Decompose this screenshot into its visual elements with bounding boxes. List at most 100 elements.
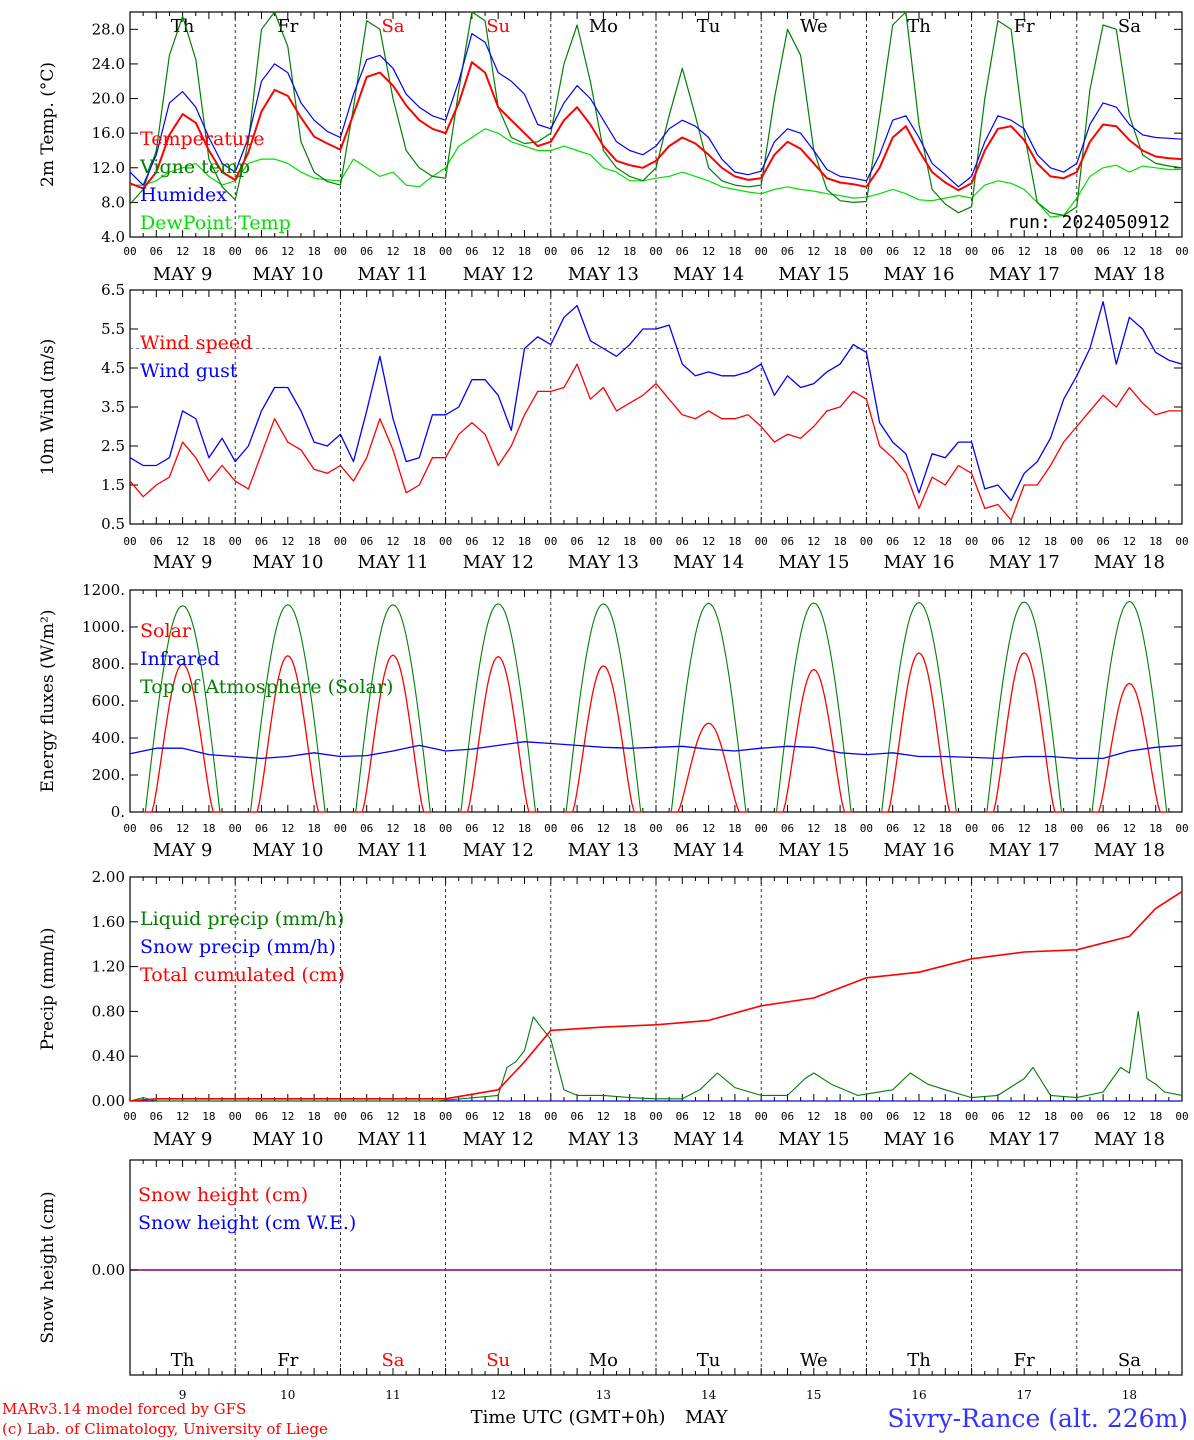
hour-tick-label: 00: [649, 822, 662, 835]
hour-tick-label: 12: [176, 245, 189, 258]
legend-entry: Liquid precip (mm/h): [140, 908, 344, 930]
series-line: [129, 32, 1183, 188]
panel-3: 0. 200. 400. 600. 800. 1000. 1200. Energy fluxe…: [38, 581, 1189, 861]
legend-entry: Total cumulated (cm): [140, 964, 345, 986]
date-label: MAY 10: [252, 840, 323, 861]
hour-tick-label: 12: [492, 1110, 505, 1123]
date-label: MAY 9: [153, 552, 213, 573]
hour-tick-label: 06: [360, 245, 373, 258]
hour-tick-label: 06: [991, 1110, 1004, 1123]
footer: MARv3.14 model forced by GFS (c) Lab. of …: [2, 1400, 1188, 1438]
y-tick-label: 0.00: [92, 1092, 125, 1110]
hour-tick-label: 06: [1096, 1110, 1109, 1123]
date-label: MAY 10: [252, 264, 323, 285]
hour-tick-label: 12: [597, 1110, 610, 1123]
y-tick-label: 28.0: [92, 20, 125, 38]
legend-entry: Infrared: [140, 648, 220, 670]
hour-tick-label: 00: [123, 245, 136, 258]
toa-solar-curve: [564, 603, 643, 813]
hour-tick-label: 00: [1070, 535, 1083, 548]
day-name-label: Tu: [697, 16, 721, 37]
date-label: MAY 12: [463, 1129, 534, 1150]
legend-entry: DewPoint Temp: [140, 212, 291, 234]
hour-tick-label: 18: [307, 1110, 320, 1123]
solar-curve: [774, 668, 854, 813]
hour-tick-label: 00: [334, 245, 347, 258]
date-label: MAY 17: [989, 264, 1060, 285]
date-label: MAY 15: [778, 1129, 849, 1150]
day-number-label: 14: [701, 1388, 717, 1402]
y-tick-label: 0.80: [92, 1002, 125, 1020]
hour-tick-label: 12: [912, 535, 925, 548]
date-label: MAY 14: [673, 1129, 744, 1150]
hour-tick-label: 00: [123, 822, 136, 835]
hour-tick-label: 12: [492, 535, 505, 548]
hour-tick-label: 18: [413, 535, 426, 548]
y-tick-label: 600.: [92, 692, 125, 710]
hour-tick-label: 12: [702, 1110, 715, 1123]
hour-tick-label: 18: [728, 245, 741, 258]
copyright-credit: (c) Lab. of Climatology, University of L…: [2, 1420, 328, 1438]
series-line: [129, 890, 1183, 1102]
series-line: [129, 301, 1183, 502]
y-tick-label: 0.00: [92, 1261, 125, 1279]
date-label: MAY 12: [463, 552, 534, 573]
date-label: MAY 15: [778, 552, 849, 573]
y-tick-label: 0.5: [101, 515, 125, 533]
hour-tick-label: 18: [518, 822, 531, 835]
hour-tick-label: 00: [965, 1110, 978, 1123]
day-name-label: Su: [486, 16, 510, 37]
date-label: MAY 11: [357, 840, 428, 861]
y-tick-label: 400.: [92, 729, 125, 747]
day-number-label: 12: [491, 1388, 506, 1402]
hour-tick-label: 18: [413, 245, 426, 258]
hour-tick-label: 18: [728, 822, 741, 835]
hour-tick-label: 06: [781, 535, 794, 548]
hour-tick-label: 06: [781, 1110, 794, 1123]
y-tick-label: 8.0: [101, 193, 125, 211]
hour-tick-label: 00: [860, 1110, 873, 1123]
hour-tick-label: 06: [255, 245, 268, 258]
date-label: MAY 11: [357, 264, 428, 285]
infrared-line: [129, 741, 1183, 760]
hour-tick-label: 12: [386, 822, 399, 835]
hour-tick-label: 18: [728, 535, 741, 548]
hour-tick-label: 12: [912, 822, 925, 835]
hour-tick-label: 18: [518, 535, 531, 548]
hour-tick-label: 00: [334, 1110, 347, 1123]
y-tick-label: 5.5: [101, 320, 125, 338]
y-tick-label: 0.40: [92, 1047, 125, 1065]
date-label: MAY 9: [153, 1129, 213, 1150]
y-tick-label: 0.: [111, 803, 125, 821]
y-tick-label: 800.: [92, 655, 125, 673]
hour-tick-label: 06: [991, 535, 1004, 548]
hour-tick-label: 18: [939, 822, 952, 835]
y-tick-label: 4.0: [101, 228, 125, 246]
toa-solar-curve: [143, 605, 223, 813]
hour-tick-label: 12: [492, 245, 505, 258]
hour-tick-label: 06: [886, 535, 899, 548]
day-number-label: 17: [1017, 1388, 1032, 1402]
hour-tick-label: 18: [1044, 245, 1057, 258]
hour-tick-label: 12: [807, 1110, 820, 1123]
hour-tick-label: 06: [676, 535, 689, 548]
hour-tick-label: 00: [649, 535, 662, 548]
date-label: MAY 16: [883, 264, 954, 285]
hour-tick-label: 18: [518, 1110, 531, 1123]
month-label: MAY: [685, 1407, 729, 1428]
hour-tick-label: 18: [202, 245, 215, 258]
y-tick-label: 20.0: [92, 90, 125, 108]
hour-tick-label: 12: [597, 822, 610, 835]
toa-solar-curve: [669, 602, 749, 813]
hour-tick-label: 18: [307, 535, 320, 548]
solar-curve: [669, 722, 749, 813]
day-number-label: 13: [596, 1388, 611, 1402]
hour-tick-label: 12: [1123, 1110, 1136, 1123]
hour-tick-label: 06: [570, 245, 583, 258]
date-label: MAY 11: [357, 552, 428, 573]
hour-tick-label: 12: [702, 822, 715, 835]
hour-tick-label: 06: [781, 245, 794, 258]
legend-entry: Top of Atmosphere (Solar): [140, 676, 393, 698]
hour-tick-label: 12: [597, 245, 610, 258]
hour-tick-label: 12: [386, 1110, 399, 1123]
